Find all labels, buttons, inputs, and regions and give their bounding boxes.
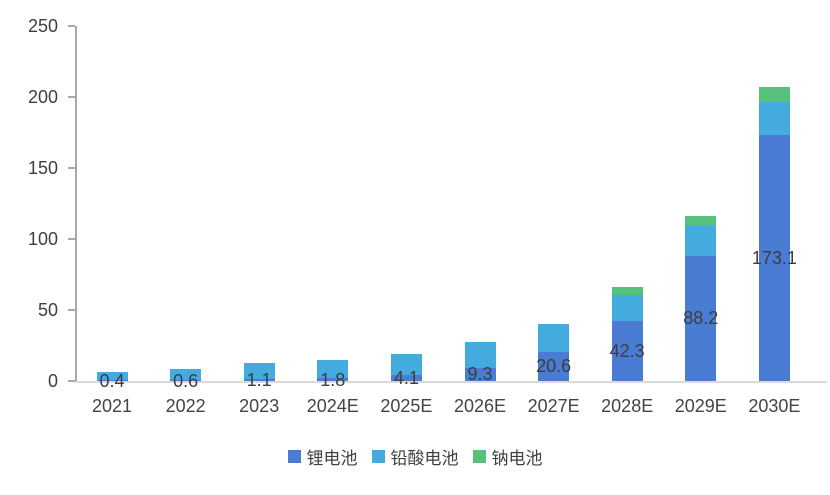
x-axis-tick-label: 2022	[165, 396, 206, 416]
y-axis-tick-label: 0	[47, 371, 58, 391]
bar-segment-lead-acid	[611, 295, 643, 321]
y-axis-tick-label: 150	[27, 158, 58, 178]
bar-segment-lithium	[758, 135, 790, 381]
y-axis-tick	[68, 167, 75, 169]
x-axis-tick-label: 2029E	[674, 396, 727, 416]
bar-segment-lithium	[685, 255, 717, 381]
bar-value-label: 88.2	[683, 308, 719, 329]
bar-value-label: 0.6	[173, 370, 199, 391]
bar-segment-lead-acid	[758, 101, 790, 136]
bar-segment-lead-acid	[538, 324, 570, 352]
bar-segment-lead-acid	[317, 359, 349, 379]
y-axis-line	[75, 26, 77, 383]
y-axis-tick-label: 50	[37, 300, 58, 320]
y-axis-tick	[68, 96, 75, 98]
legend-item-sodium: 钠电池	[472, 444, 543, 469]
bar-segment-lead-acid	[685, 225, 717, 256]
legend-label-lead-acid: 铅酸电池	[390, 449, 459, 468]
y-axis-tick-label: 200	[27, 87, 58, 107]
legend-item-lithium: 锂电池	[287, 444, 358, 469]
bar-value-label: 42.3	[609, 340, 645, 361]
bar-segment-sodium	[758, 87, 790, 102]
bar-segment-sodium	[611, 286, 643, 296]
x-axis-tick-label: 2026E	[453, 396, 507, 416]
x-axis-line	[75, 381, 827, 383]
y-axis-tick	[68, 380, 75, 382]
bar-segment-lead-acid	[464, 342, 496, 368]
bar-value-label: 173.1	[751, 248, 797, 269]
bar-value-label: 1.8	[320, 369, 346, 390]
x-axis-tick-label: 2021	[91, 396, 133, 416]
x-axis-tick-label: 2024E	[306, 396, 359, 416]
x-axis-tick-label: 2027E	[527, 396, 580, 416]
x-axis-tick-label: 2025E	[380, 396, 433, 416]
y-axis-tick	[68, 238, 75, 240]
bar-segment-lead-acid	[243, 363, 275, 380]
bar-value-label: 4.1	[393, 368, 419, 389]
y-axis-tick-label: 250	[27, 16, 58, 36]
bar-value-label: 20.6	[536, 356, 572, 377]
bar-segment-sodium	[685, 215, 717, 226]
legend-label-lithium: 锂电池	[306, 449, 358, 468]
bar-segment-lithium	[243, 379, 275, 381]
y-axis-tick	[68, 309, 75, 311]
bar-segment-lithium	[390, 375, 422, 381]
legend-item-lead-acid: 铅酸电池	[371, 444, 459, 469]
bar-value-label: 0.4	[99, 370, 125, 391]
bar-value-label: 9.3	[467, 364, 493, 385]
legend-label-sodium: 钠电池	[491, 449, 543, 468]
x-axis-tick-label: 2030E	[748, 396, 801, 416]
x-axis-tick-label: 2023	[239, 396, 280, 416]
bar-segment-lithium	[96, 380, 128, 381]
bar-segment-lithium	[464, 367, 496, 381]
legend-swatch-sodium	[472, 450, 486, 463]
y-axis-tick	[68, 25, 75, 27]
bar-segment-lead-acid	[170, 368, 202, 381]
legend-swatch-lithium	[287, 450, 301, 463]
legend-swatch-lead-acid	[371, 450, 385, 463]
bar-segment-lithium	[317, 378, 349, 381]
legend: 锂电池 铅酸电池 钠电池	[0, 444, 830, 469]
y-axis-tick-label: 100	[27, 229, 58, 249]
bar-segment-lithium	[538, 351, 570, 381]
bar-segment-lead-acid	[96, 372, 128, 381]
x-axis-tick-label: 2028E	[601, 396, 654, 416]
bar-value-label: 1.1	[246, 370, 272, 391]
bar-segment-lithium	[611, 320, 643, 381]
bar-segment-lithium	[170, 380, 202, 381]
bar-segment-lead-acid	[390, 353, 422, 376]
